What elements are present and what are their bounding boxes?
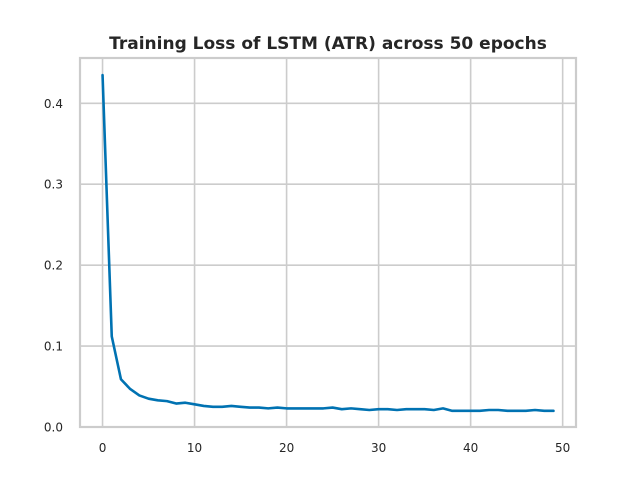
y-tick-label: 0.3 [44,178,63,192]
x-tick-label: 0 [99,441,107,455]
chart-title: Training Loss of LSTM (ATR) across 50 ep… [109,34,547,54]
y-axis-ticks: 0.0 0.1 0.2 0.3 0.4 [44,97,63,435]
x-tick-label: 30 [371,441,386,455]
x-tick-label: 20 [279,441,294,455]
series-layer [101,73,555,413]
series-line-0 [101,73,555,413]
x-tick-label: 10 [187,441,202,455]
x-axis-ticks: 0 10 20 30 40 50 [99,441,571,455]
x-tick-label: 40 [463,441,478,455]
y-tick-label: 0.1 [44,340,63,354]
x-tick-label: 50 [555,441,570,455]
y-tick-label: 0.4 [44,97,63,111]
y-tick-label: 0.0 [44,421,63,435]
plot-frame [78,56,578,429]
y-tick-label: 0.2 [44,259,63,273]
grid [80,58,576,428]
